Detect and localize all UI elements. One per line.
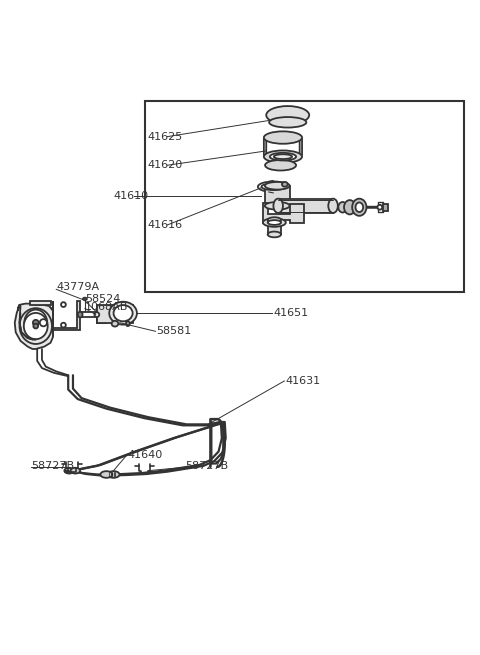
Ellipse shape	[282, 182, 288, 187]
Text: 41651: 41651	[274, 309, 309, 318]
Ellipse shape	[338, 202, 347, 212]
Ellipse shape	[270, 153, 296, 160]
Ellipse shape	[24, 313, 48, 339]
Ellipse shape	[95, 312, 99, 317]
Text: 58727B: 58727B	[185, 461, 228, 471]
Ellipse shape	[109, 302, 137, 325]
Ellipse shape	[20, 305, 52, 341]
Bar	[144, 101, 464, 291]
Ellipse shape	[274, 198, 283, 213]
Text: 41610: 41610	[114, 191, 149, 201]
Polygon shape	[210, 422, 222, 464]
Ellipse shape	[269, 117, 306, 128]
Bar	[97, 305, 132, 323]
Polygon shape	[31, 306, 53, 339]
Text: 41631: 41631	[285, 376, 321, 386]
Ellipse shape	[108, 471, 120, 478]
Text: 41625: 41625	[147, 132, 182, 141]
Ellipse shape	[83, 297, 87, 300]
Ellipse shape	[262, 183, 285, 190]
Ellipse shape	[356, 202, 363, 212]
Ellipse shape	[264, 132, 302, 143]
Ellipse shape	[126, 322, 130, 326]
Ellipse shape	[71, 468, 80, 474]
Ellipse shape	[268, 232, 281, 237]
Ellipse shape	[264, 151, 302, 163]
Ellipse shape	[268, 220, 281, 225]
Ellipse shape	[100, 471, 112, 478]
Ellipse shape	[114, 305, 132, 322]
Bar	[383, 204, 388, 210]
Ellipse shape	[263, 218, 286, 227]
Ellipse shape	[265, 160, 296, 170]
Ellipse shape	[61, 323, 66, 328]
Ellipse shape	[34, 324, 38, 328]
Ellipse shape	[328, 198, 338, 213]
Polygon shape	[15, 304, 53, 349]
Text: 41616: 41616	[147, 220, 182, 230]
Text: 58581: 58581	[156, 326, 192, 336]
Ellipse shape	[266, 106, 309, 124]
Text: 1068AB: 1068AB	[85, 303, 128, 312]
Ellipse shape	[268, 217, 281, 223]
Polygon shape	[30, 301, 51, 305]
Ellipse shape	[40, 319, 47, 326]
Bar	[278, 198, 333, 213]
Ellipse shape	[352, 198, 366, 216]
Text: 41620: 41620	[147, 160, 182, 170]
Text: 41640: 41640	[128, 450, 163, 460]
Text: 43779A: 43779A	[56, 282, 99, 292]
Ellipse shape	[33, 320, 38, 326]
Ellipse shape	[24, 310, 47, 336]
Polygon shape	[263, 204, 304, 223]
Ellipse shape	[344, 200, 356, 214]
Polygon shape	[97, 306, 132, 323]
Ellipse shape	[265, 202, 289, 210]
Bar	[268, 220, 281, 234]
Ellipse shape	[377, 205, 382, 210]
Ellipse shape	[112, 321, 118, 327]
Bar	[265, 186, 289, 206]
Ellipse shape	[258, 181, 289, 192]
Text: 58727B: 58727B	[31, 461, 74, 471]
Ellipse shape	[64, 468, 74, 474]
Ellipse shape	[274, 155, 292, 159]
Ellipse shape	[265, 182, 289, 189]
Polygon shape	[53, 301, 80, 330]
Ellipse shape	[61, 302, 66, 307]
Ellipse shape	[78, 312, 83, 318]
Text: 58524: 58524	[85, 294, 120, 304]
